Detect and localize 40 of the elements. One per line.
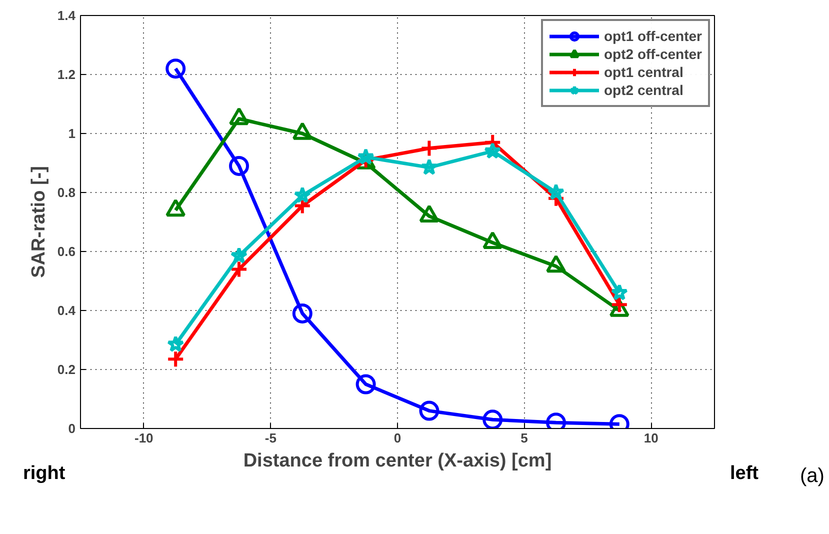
point bbox=[357, 148, 374, 165]
point bbox=[292, 303, 312, 324]
point bbox=[610, 284, 628, 300]
point bbox=[419, 400, 440, 421]
point bbox=[356, 374, 376, 394]
x-tick-label: 5 bbox=[520, 430, 528, 446]
y-tick-label: 1 bbox=[68, 126, 76, 141]
x-axis-title: Distance from center (X-axis) [cm] bbox=[243, 450, 552, 472]
x-tick-label: -5 bbox=[264, 430, 276, 446]
point bbox=[547, 184, 565, 200]
point bbox=[420, 158, 438, 175]
point bbox=[166, 335, 184, 352]
x-tick-label: -10 bbox=[134, 430, 154, 446]
point bbox=[166, 350, 185, 368]
point bbox=[610, 296, 628, 314]
x-tick-label: 10 bbox=[644, 430, 658, 446]
legend-label: opt2 off-center bbox=[604, 45, 702, 63]
point bbox=[420, 139, 438, 158]
y-tick-label: 1.2 bbox=[57, 67, 76, 82]
point bbox=[482, 410, 503, 428]
y-tick-label: 0.2 bbox=[57, 362, 76, 377]
legend-label: opt2 central bbox=[604, 81, 684, 99]
legend-label: opt1 off-center bbox=[604, 27, 702, 45]
y-tick-label: 1.4 bbox=[57, 8, 76, 23]
x-tick-label: 0 bbox=[394, 430, 402, 446]
point bbox=[230, 260, 248, 278]
y-axis-title: SAR-ratio [-] bbox=[28, 166, 50, 278]
y-tick-label: 0.6 bbox=[57, 244, 76, 259]
y-tick-label: 0 bbox=[68, 421, 76, 436]
y-tick-label: 0.4 bbox=[57, 303, 76, 318]
legend-label: opt1 central bbox=[604, 63, 684, 81]
text: left bbox=[730, 462, 758, 486]
point bbox=[484, 142, 502, 159]
point bbox=[166, 58, 186, 79]
text: right bbox=[23, 462, 66, 486]
point bbox=[229, 156, 249, 176]
y-tick-label: 0.8 bbox=[57, 185, 76, 200]
point bbox=[230, 246, 248, 264]
point bbox=[294, 186, 312, 204]
text: (a) bbox=[800, 464, 824, 489]
